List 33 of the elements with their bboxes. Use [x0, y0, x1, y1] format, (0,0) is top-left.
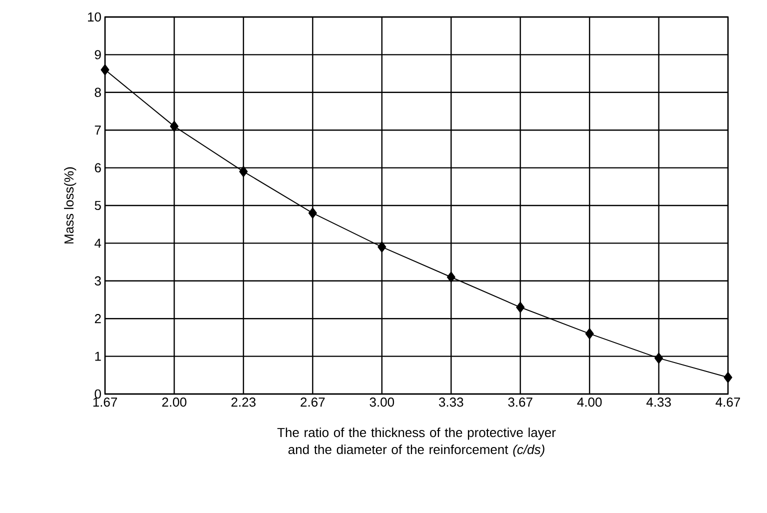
point: [516, 302, 525, 313]
x-tick-label: 2.00: [162, 398, 186, 407]
y-tick-label: 0: [94, 389, 101, 399]
y-axis-title: Mass loss(%): [64, 167, 76, 244]
x-tick-label: 2.23: [231, 398, 256, 407]
y-tick-label: 3: [94, 276, 101, 286]
y-tick-label: 10: [88, 12, 101, 22]
point: [100, 64, 110, 76]
x-tick-label: 4.00: [577, 398, 602, 407]
point: [654, 352, 664, 364]
x-axis-title: The ratio of the thickness of the protective layer and the diameter of the reinforcement (c/ds): [277, 428, 556, 457]
point: [585, 328, 594, 340]
point: [378, 241, 386, 252]
x-tick-label: 2.67: [300, 398, 325, 407]
y-tick-label: 2: [94, 314, 101, 324]
y-tick-label: 4: [94, 238, 102, 248]
x-tick-label: 3.00: [370, 398, 394, 407]
point: [308, 208, 317, 219]
x-tick-label: 1.67: [93, 398, 117, 407]
x-tick-label: 4.67: [716, 398, 740, 407]
x-tick-label: 4.33: [646, 398, 671, 407]
y-tick-label: 5: [94, 200, 101, 210]
point: [446, 272, 456, 283]
y-tick-label: 7: [94, 126, 101, 135]
y-tick-label: 6: [94, 163, 101, 172]
point: [170, 120, 178, 132]
point: [239, 166, 248, 178]
y-tick-label: 8: [94, 88, 101, 97]
point: [724, 372, 732, 383]
y-tick-label: 9: [94, 50, 101, 60]
y-tick-label: 1: [95, 352, 101, 361]
x-tick-label: 3.33: [438, 398, 464, 407]
x-tick-label: 3.67: [508, 398, 532, 407]
